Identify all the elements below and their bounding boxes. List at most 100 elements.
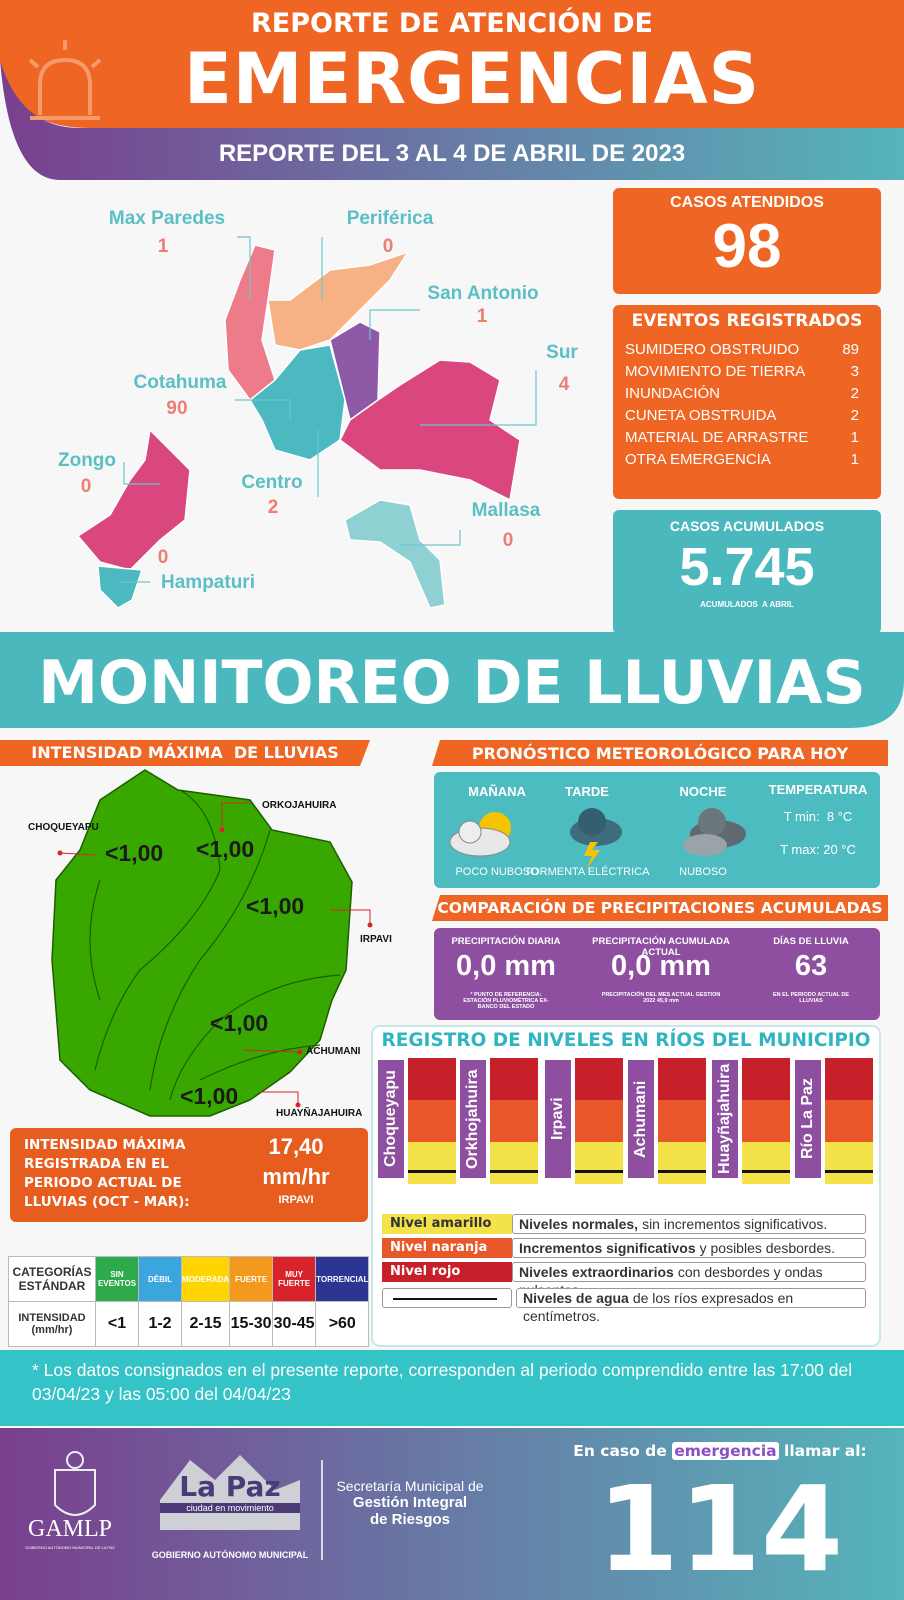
shape: [330, 909, 371, 925]
gauge: [825, 1058, 873, 1184]
district-name: Cotahuma: [133, 372, 227, 393]
gauge-orange: [658, 1100, 706, 1142]
basin-map: [51, 769, 373, 1117]
gauge: [575, 1058, 623, 1184]
row-header: CATEGORÍAS ESTÁNDAR: [8, 1256, 96, 1302]
rivers-title: REGISTRO DE NIVELES EN RÍOS DEL MUNICIPI…: [381, 1030, 871, 1051]
event-name: INUNDACIÓN: [625, 385, 721, 402]
gauge-yellow: [575, 1142, 623, 1184]
legend-row: Nivel naranja Incrementos significativos y…: [382, 1238, 866, 1258]
river-name: Río La Paz: [795, 1060, 821, 1178]
category-name: TORRENCIAL: [315, 1256, 370, 1302]
cases-value: 98: [712, 212, 782, 281]
accumulated-value: 5.745: [679, 537, 815, 597]
max-label: INTENSIDAD MÁXIMA REGISTRADA EN EL PERIO…: [24, 1137, 190, 1210]
basin-name: HUAYÑAJAHUIRA: [276, 1108, 363, 1119]
event-count: 2: [850, 385, 859, 402]
event-row: INUNDACIÓN 2: [625, 385, 859, 407]
coat-of-arms: [54, 1451, 96, 1516]
section-title: PRONÓSTICO METEOROLÓGICO PARA HOY: [471, 744, 849, 763]
temperature-min: T min: 8 °C: [783, 809, 853, 824]
gauge-orange: [490, 1100, 538, 1142]
title-top: REPORTE DE ATENCIÓN DE: [251, 8, 653, 39]
event-name: OTRA EMERGENCIA: [625, 451, 771, 468]
shape: [199, 1044, 321, 1081]
monitoring-banner: [0, 632, 904, 728]
siren-icon: [28, 40, 102, 120]
title-main: EMERGENCIAS: [183, 38, 761, 120]
section-bar: [432, 895, 888, 921]
water-line: [490, 1170, 538, 1173]
temperature-label: TEMPERATURA: [768, 782, 868, 797]
event-row: OTRA EMERGENCIA 1: [625, 451, 859, 473]
event-count: 2: [850, 407, 859, 424]
category-name: FUERTE: [229, 1256, 274, 1302]
shape: [28, 58, 40, 69]
comparison-note: EN EL PERIODO ACTUAL DE LLUVIAS: [773, 992, 849, 1004]
gauge-yellow: [742, 1142, 790, 1184]
gauge-red: [658, 1058, 706, 1100]
shape: [297, 1049, 303, 1055]
period-name: NOCHE: [679, 784, 727, 799]
water-line: [658, 1170, 706, 1173]
district-shape: [339, 359, 521, 502]
event-row: CUNETA OBSTRUIDA 2: [625, 407, 859, 429]
comparison-panel: [434, 928, 880, 1020]
comparison-label: DÍAS DE LLUVIA: [773, 936, 849, 947]
basin-value: <1,00: [180, 1083, 239, 1109]
district-name: Periférica: [346, 208, 434, 229]
gauge-red: [408, 1058, 456, 1100]
accumulated-label: CASOS ACUMULADOS: [669, 518, 825, 534]
event-count: 1: [850, 429, 859, 446]
shape: [237, 236, 251, 300]
category-name: SIN EVENTOS: [95, 1256, 139, 1302]
temperature-max: T max: 20 °C: [780, 842, 856, 857]
shape: [90, 58, 102, 69]
event-count: 3: [850, 363, 859, 380]
shape: [698, 808, 726, 836]
basin-value: <1,00: [210, 1010, 269, 1036]
category-name: DÉBIL: [138, 1256, 182, 1302]
shape: [458, 820, 482, 844]
legend-text: sin incrementos significativos.: [642, 1216, 828, 1232]
shape: [235, 399, 291, 420]
legend-bold: Niveles normales,: [519, 1216, 639, 1232]
legend-symbol: [382, 1288, 512, 1308]
footnote-band: [0, 1350, 904, 1426]
district-name: Max Paredes: [108, 208, 226, 229]
brand-sub: GOBIERNO AUTÓNOMO MUNICIPAL: [151, 1550, 309, 1560]
gauge: [490, 1058, 538, 1184]
comparison-note: PRECIPITACIÓN DEL MES ACTUAL GESTION 202…: [601, 992, 721, 1004]
events-box: EVENTOS REGISTRADOS SUMIDERO OBSTRUIDO 89…: [613, 305, 881, 499]
legend-level: Nivel naranja: [382, 1238, 512, 1258]
section-title: INTENSIDAD MÁXIMA DE LLUVIAS: [31, 743, 339, 762]
shape: [260, 1091, 299, 1105]
gauge-yellow: [658, 1142, 706, 1184]
legend-line: [393, 1298, 497, 1300]
row-header: INTENSIDAD (mm/hr): [8, 1301, 96, 1347]
district-shape: [344, 499, 446, 609]
comparison-value: 0,0 mm: [611, 950, 711, 982]
district-shape: [97, 565, 144, 609]
period-band: [0, 60, 904, 180]
footnote: * Los datos consignados en el presente r…: [32, 1360, 853, 1404]
gauge-red: [825, 1058, 873, 1100]
legend-desc: Incrementos significativos y posibles des…: [512, 1238, 866, 1258]
category-range: 15-30: [229, 1301, 274, 1347]
max-station: IRPAVI: [278, 1194, 314, 1206]
river-name: Orkhojahuira: [460, 1060, 486, 1178]
brand: La Paz: [179, 1470, 281, 1503]
river-name: Irpavi: [545, 1060, 571, 1178]
events-list: SUMIDERO OBSTRUIDO 89 MOVIMIENTO DE TIERRA…: [613, 341, 881, 473]
gauge: [408, 1058, 456, 1184]
brand-tagline: ciudad en movimiento: [160, 1503, 300, 1513]
river-name: Achumani: [628, 1060, 654, 1178]
gauge-yellow: [490, 1142, 538, 1184]
legend-bold: Incrementos significativos: [519, 1240, 696, 1256]
event-count: 1: [850, 451, 859, 468]
call-line: En caso de emergencia llamar al:: [560, 1442, 880, 1460]
category-range: >60: [315, 1301, 370, 1347]
event-row: MATERIAL DE ARRASTRE 1: [625, 429, 859, 451]
gauge-orange: [742, 1100, 790, 1142]
